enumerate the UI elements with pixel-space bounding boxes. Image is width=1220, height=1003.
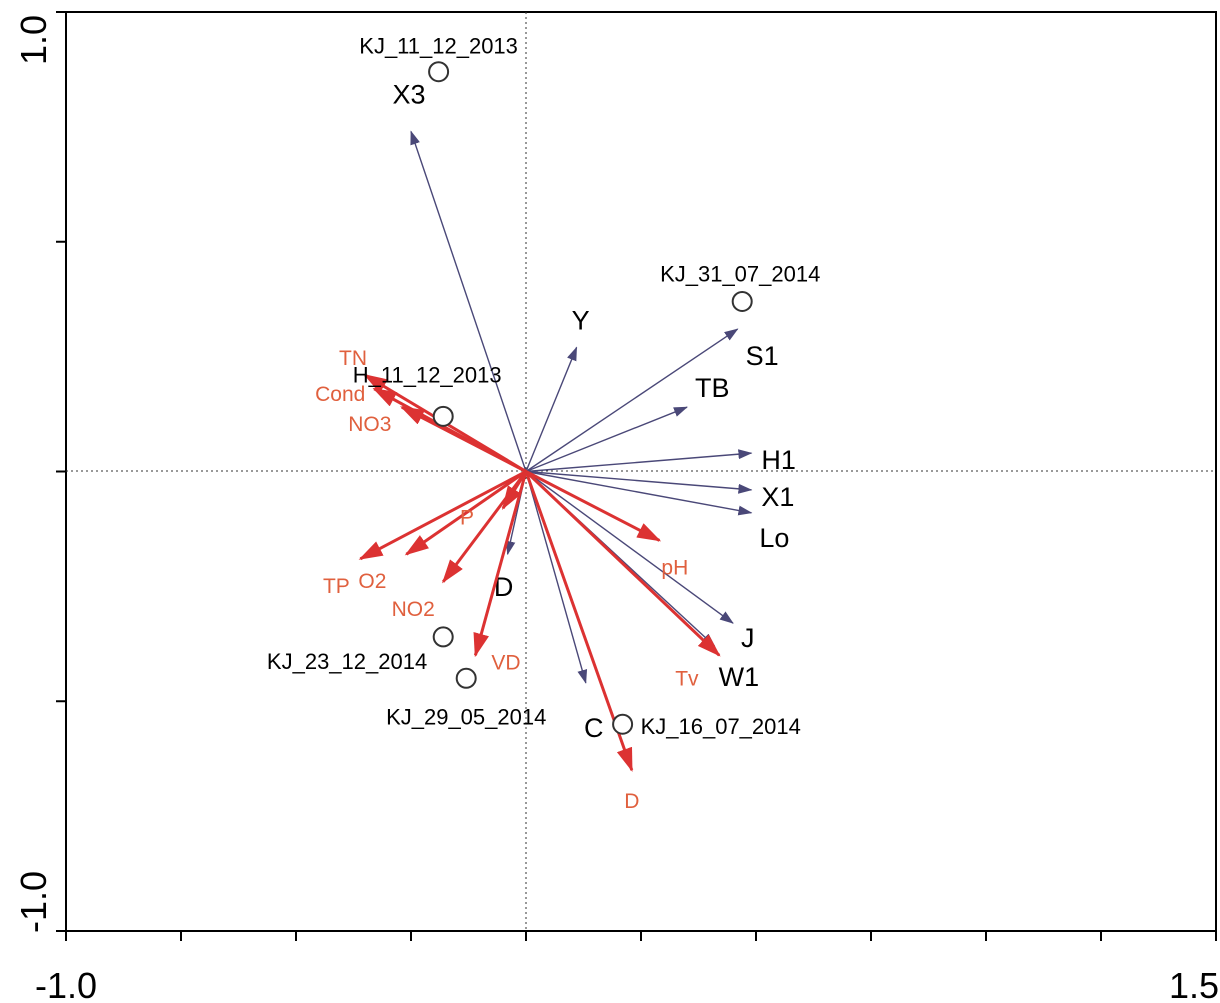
sample-label-h-11-12-2013: H_11_12_2013 <box>353 362 502 387</box>
species-label-h1: H1 <box>761 445 796 475</box>
sample-point-kj-11-12-2013 <box>428 61 450 83</box>
species-label-y: Y <box>572 305 590 335</box>
sample-label-kj-29-05-2014: KJ_29_05_2014 <box>386 704 546 729</box>
env-arrow-no3 <box>400 405 527 473</box>
env-label-tp: TP <box>323 575 350 598</box>
species-label-s1: S1 <box>746 341 779 371</box>
species-arrow-s1 <box>525 328 739 473</box>
env-label-no3: NO3 <box>348 413 391 436</box>
env-arrow-ph <box>525 470 662 542</box>
x-tick-label-max: 1.5 <box>1169 965 1219 1003</box>
sample-label-kj-16-07-2014: KJ_16_07_2014 <box>641 714 801 739</box>
env-arrow-p <box>501 470 528 510</box>
species-arrow-c <box>525 471 588 684</box>
species-arrow-h1 <box>525 449 753 473</box>
x-tick-label-min: -1.0 <box>35 965 97 1003</box>
species-arrow-tb <box>525 406 688 473</box>
environment-vectors: TN Cond NO3 TP O2 NO2 P VD pH Tv D <box>315 347 721 813</box>
sample-point-h-11-12-2013 <box>432 405 454 427</box>
axis-ticks <box>56 11 1217 941</box>
sample-label-kj-11-12-2013: KJ_11_12_2013 <box>359 34 518 59</box>
species-label-lo: Lo <box>759 523 789 553</box>
sample-label-kj-23-12-2014: KJ_23_12_2014 <box>267 649 427 674</box>
species-label-x1: X1 <box>761 482 794 512</box>
env-arrow-o2 <box>404 470 527 556</box>
sample-point-kj-16-07-2014 <box>612 713 634 735</box>
env-label-p: P <box>460 506 474 529</box>
species-arrow-x1 <box>525 470 753 494</box>
species-label-c: C <box>584 713 604 743</box>
species-label-x3: X3 <box>392 79 425 109</box>
species-vectors: X3 Y S1 TB H1 X1 Lo J W1 C D <box>392 79 795 742</box>
env-label-ph: pH <box>661 556 688 579</box>
y-tick-label-min: -1.0 <box>13 871 54 933</box>
sample-point-kj-31-07-2014 <box>731 290 753 312</box>
env-arrow-tv <box>524 470 721 657</box>
env-label-o2: O2 <box>358 570 386 593</box>
sample-point-kj-23-12-2014 <box>432 626 454 648</box>
sample-label-kj-31-07-2014: KJ_31_07_2014 <box>660 261 820 286</box>
species-label-tb: TB <box>695 373 730 403</box>
species-label-d: D <box>494 572 514 602</box>
env-label-tn: TN <box>339 347 367 370</box>
species-arrow-lo <box>525 470 753 516</box>
env-label-no2: NO2 <box>392 598 435 621</box>
env-label-vd: VD <box>491 651 520 674</box>
species-arrow-y <box>525 346 578 472</box>
species-arrow-j <box>525 470 734 624</box>
env-label-cond: Cond <box>315 383 365 406</box>
env-arrow-tp <box>358 470 527 561</box>
y-tick-label-max: 1.0 <box>13 15 54 65</box>
sample-point-kj-29-05-2014 <box>455 667 477 689</box>
env-label-tv: Tv <box>675 667 699 690</box>
species-label-w1: W1 <box>719 662 760 692</box>
species-arrow-x3 <box>410 130 527 472</box>
species-label-j: J <box>741 623 755 653</box>
sample-points: KJ_11_12_2013 KJ_31_07_2014 H_11_12_2013 KJ… <box>267 34 820 739</box>
env-label-d: D <box>624 790 639 813</box>
env-arrow-vd <box>473 471 528 658</box>
